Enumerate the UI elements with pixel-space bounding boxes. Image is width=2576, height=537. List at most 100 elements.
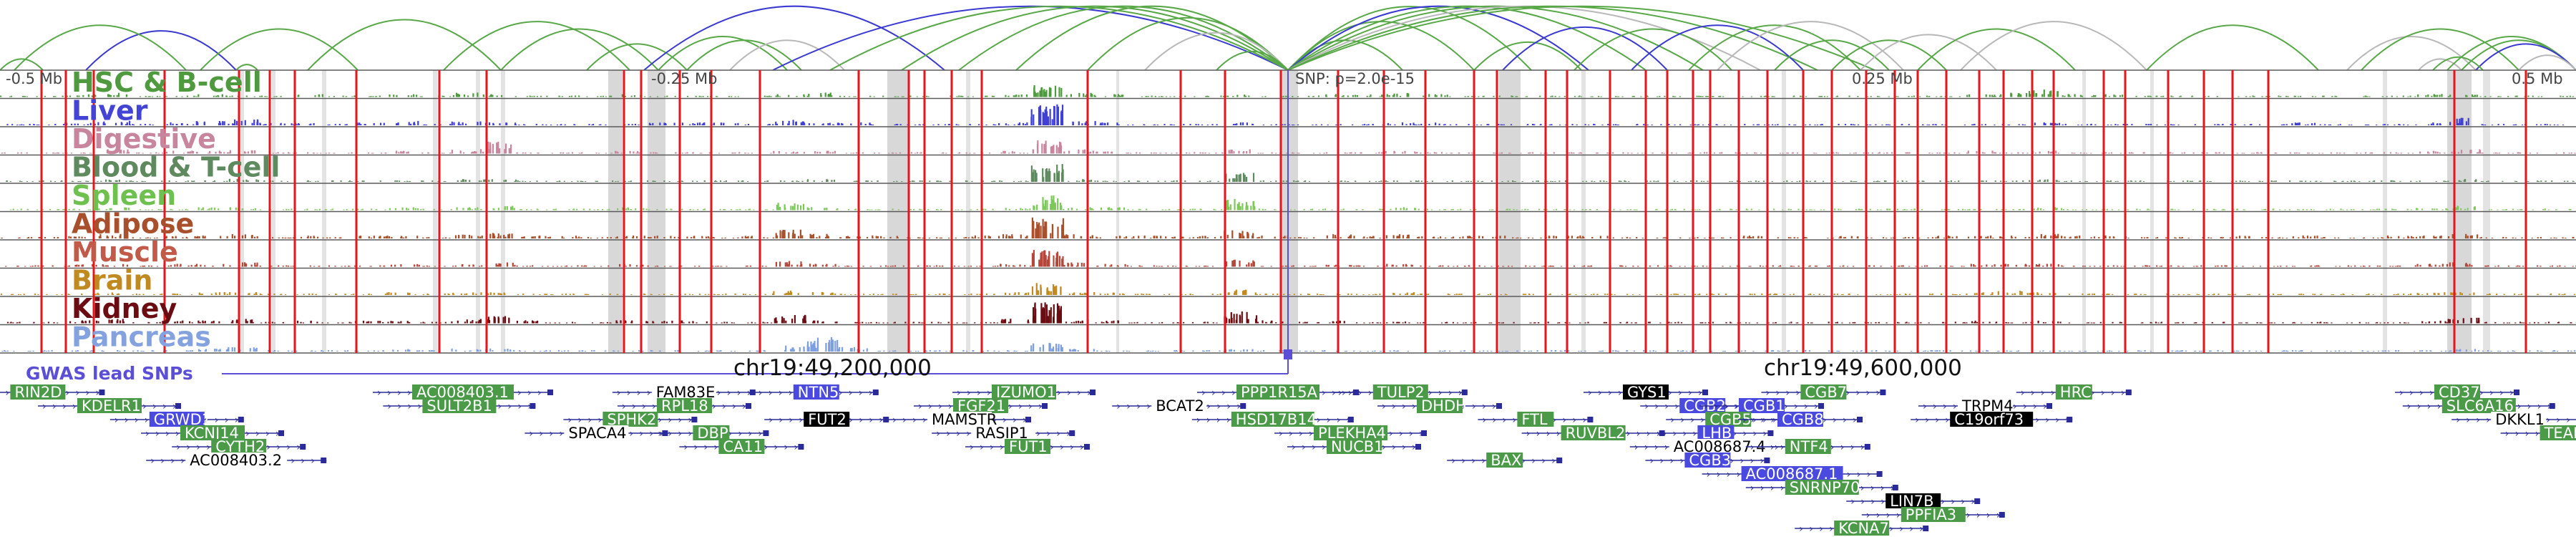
signal-peak <box>1083 93 1085 97</box>
signal-peak <box>891 152 894 154</box>
signal-peak <box>785 293 787 295</box>
signal-peak <box>1043 112 1045 125</box>
signal-peak <box>826 150 828 154</box>
signal-peak <box>1236 123 1238 125</box>
signal-peak <box>68 236 70 238</box>
signal-peak <box>1189 294 1191 295</box>
signal-peak <box>333 96 335 97</box>
signal-peak <box>1084 122 1086 125</box>
signal-peak <box>1147 96 1149 97</box>
signal-peak <box>1656 208 1658 211</box>
signal-peak <box>1371 236 1373 238</box>
signal-peak <box>2412 237 2414 238</box>
signal-peak <box>648 122 651 125</box>
signal-peak <box>114 122 117 125</box>
signal-peak <box>2294 122 2296 125</box>
signal-peak <box>360 236 362 238</box>
signal-peak <box>2239 180 2241 182</box>
signal-peak <box>1104 151 1106 154</box>
signal-peak <box>259 95 261 97</box>
signal-peak <box>1626 294 1629 295</box>
loop-arc <box>2432 56 2484 71</box>
signal-peak <box>2460 180 2462 182</box>
signal-peak <box>1551 95 1553 97</box>
signal-peak <box>2082 266 2084 267</box>
signal-peak <box>2223 208 2225 211</box>
signal-peak <box>1507 180 1509 182</box>
signal-peak <box>1256 294 1258 295</box>
signal-peak <box>348 180 351 182</box>
signal-peak <box>2047 94 2049 97</box>
signal-peak <box>186 124 188 125</box>
signal-peak <box>1350 234 1352 238</box>
signal-peak <box>2111 209 2113 211</box>
signal-peak <box>1313 237 1315 238</box>
signal-peak <box>1403 207 1405 211</box>
signal-peak <box>311 294 313 295</box>
loop-arc <box>1287 6 1532 71</box>
signal-peak <box>1246 205 1249 211</box>
signal-peak <box>247 151 249 154</box>
signal-peak <box>1053 284 1055 295</box>
signal-peak <box>1312 266 1315 267</box>
signal-peak <box>244 264 246 267</box>
signal-peak <box>1815 153 1818 154</box>
signal-peak <box>2036 209 2039 211</box>
signal-peak <box>944 294 946 295</box>
signal-peak <box>1754 294 1756 295</box>
signal-peak <box>1820 96 1823 97</box>
signal-peak <box>1231 230 1234 238</box>
signal-peak <box>2451 234 2454 238</box>
signal-peak <box>2117 265 2119 267</box>
loop-arc <box>1287 5 1589 71</box>
signal-peak <box>124 207 126 211</box>
signal-peak <box>826 208 828 211</box>
signal-peak <box>1234 123 1236 125</box>
signal-peak <box>480 208 482 211</box>
signal-peak <box>1057 173 1059 182</box>
signal-peak <box>1842 181 1844 182</box>
signal-peak <box>1235 289 1237 295</box>
signal-peak <box>472 93 474 97</box>
signal-peak <box>1248 264 1250 267</box>
signal-peak <box>2307 124 2309 125</box>
signal-peak <box>2421 208 2424 211</box>
signal-peak <box>1093 292 1096 295</box>
signal-peak <box>2457 152 2459 154</box>
signal-peak <box>1096 152 1098 154</box>
signal-peak <box>193 95 195 97</box>
signal-peak <box>1046 287 1048 295</box>
signal-peak <box>1189 124 1191 125</box>
signal-peak <box>1880 209 1882 211</box>
signal-peak <box>136 153 138 154</box>
signal-peak <box>1546 209 1548 211</box>
signal-peak <box>2170 95 2172 97</box>
signal-peak <box>578 95 580 97</box>
signal-peak <box>149 124 151 125</box>
signal-peak <box>2306 236 2308 238</box>
signal-peak <box>1664 209 1667 211</box>
signal-peak <box>2215 209 2217 211</box>
signal-peak <box>1078 92 1080 97</box>
signal-peak <box>2393 209 2395 211</box>
signal-peak <box>215 294 218 295</box>
signal-peak <box>1262 209 1264 211</box>
signal-peak <box>670 294 672 295</box>
signal-peak <box>1719 95 1722 97</box>
signal-peak <box>2503 124 2505 125</box>
signal-peak <box>1328 180 1330 182</box>
signal-peak <box>187 180 189 182</box>
signal-peak <box>1048 251 1050 267</box>
signal-peak <box>565 265 568 267</box>
signal-peak <box>450 209 452 211</box>
signal-peak <box>1810 294 1812 295</box>
signal-peak <box>1426 181 1428 182</box>
signal-peak <box>1347 181 1350 182</box>
signal-peak <box>675 152 677 154</box>
signal-peak <box>89 209 92 211</box>
signal-peak <box>2085 209 2088 211</box>
signal-peak <box>420 209 422 211</box>
signal-peak <box>223 263 225 267</box>
signal-peak <box>170 208 172 211</box>
signal-peak <box>1048 173 1050 182</box>
